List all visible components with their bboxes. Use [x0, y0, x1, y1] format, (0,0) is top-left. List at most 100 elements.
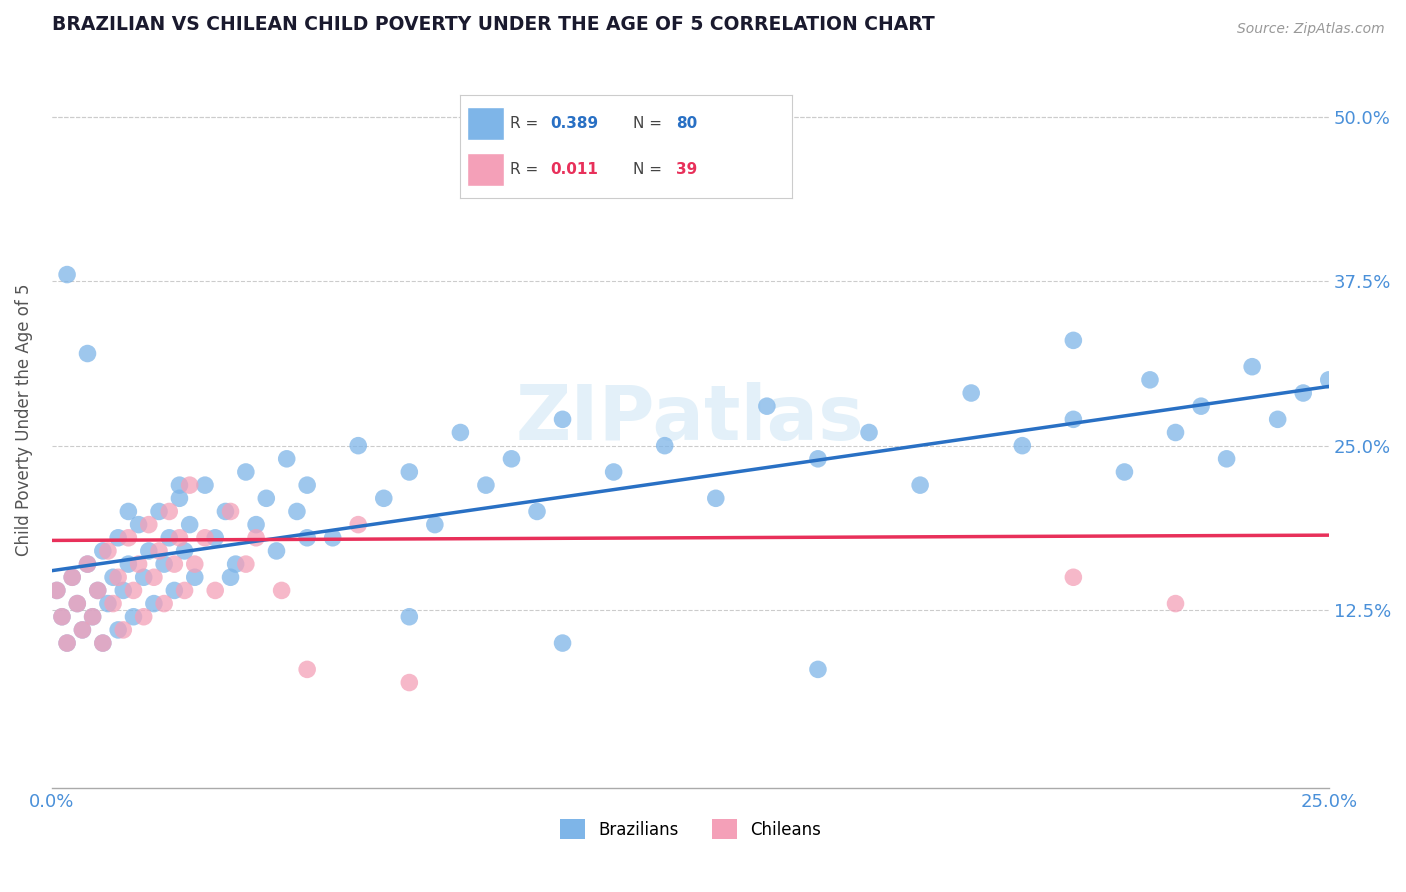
Point — [173, 583, 195, 598]
Point — [91, 636, 114, 650]
Point — [157, 531, 180, 545]
Point — [112, 623, 135, 637]
Point — [551, 412, 574, 426]
Point — [101, 597, 124, 611]
Point — [276, 451, 298, 466]
Point — [908, 478, 931, 492]
Point — [112, 583, 135, 598]
Point — [122, 609, 145, 624]
Point — [245, 517, 267, 532]
Point — [219, 504, 242, 518]
Point — [295, 531, 318, 545]
Point — [87, 583, 110, 598]
Point — [148, 504, 170, 518]
Point — [254, 491, 277, 506]
Point — [138, 517, 160, 532]
Legend: Brazilians, Chileans: Brazilians, Chileans — [553, 813, 828, 846]
Point — [194, 531, 217, 545]
Point — [235, 465, 257, 479]
Point — [295, 662, 318, 676]
Point — [107, 623, 129, 637]
Point — [117, 504, 139, 518]
Point — [398, 465, 420, 479]
Point — [56, 636, 79, 650]
Point — [858, 425, 880, 440]
Point — [194, 478, 217, 492]
Point — [373, 491, 395, 506]
Point — [1062, 412, 1084, 426]
Point — [551, 636, 574, 650]
Point — [72, 623, 94, 637]
Point — [204, 583, 226, 598]
Point — [1164, 425, 1187, 440]
Point — [60, 570, 83, 584]
Point — [153, 557, 176, 571]
Point — [51, 609, 73, 624]
Point — [45, 583, 67, 598]
Point — [107, 570, 129, 584]
Point — [1241, 359, 1264, 374]
Point — [87, 583, 110, 598]
Point — [449, 425, 471, 440]
Point — [1114, 465, 1136, 479]
Point — [1062, 570, 1084, 584]
Text: Source: ZipAtlas.com: Source: ZipAtlas.com — [1237, 22, 1385, 37]
Point — [807, 451, 830, 466]
Point — [266, 544, 288, 558]
Point — [245, 531, 267, 545]
Point — [51, 609, 73, 624]
Point — [184, 570, 207, 584]
Point — [128, 517, 150, 532]
Point — [225, 557, 247, 571]
Point — [347, 517, 370, 532]
Point — [72, 623, 94, 637]
Point — [117, 557, 139, 571]
Point — [142, 570, 165, 584]
Point — [235, 557, 257, 571]
Point — [91, 544, 114, 558]
Point — [347, 439, 370, 453]
Point — [142, 597, 165, 611]
Point — [960, 386, 983, 401]
Point — [107, 531, 129, 545]
Point — [138, 544, 160, 558]
Point — [1215, 451, 1237, 466]
Point — [398, 675, 420, 690]
Point — [56, 268, 79, 282]
Point — [66, 597, 89, 611]
Point — [807, 662, 830, 676]
Point — [322, 531, 344, 545]
Point — [398, 609, 420, 624]
Point — [1292, 386, 1315, 401]
Point — [82, 609, 104, 624]
Point — [163, 557, 186, 571]
Point — [214, 504, 236, 518]
Point — [1189, 399, 1212, 413]
Point — [219, 570, 242, 584]
Point — [169, 478, 191, 492]
Point — [66, 597, 89, 611]
Point — [76, 346, 98, 360]
Point — [184, 557, 207, 571]
Point — [1317, 373, 1340, 387]
Point — [132, 570, 155, 584]
Point — [1139, 373, 1161, 387]
Point — [704, 491, 727, 506]
Point — [76, 557, 98, 571]
Point — [755, 399, 778, 413]
Point — [179, 478, 201, 492]
Point — [82, 609, 104, 624]
Y-axis label: Child Poverty Under the Age of 5: Child Poverty Under the Age of 5 — [15, 283, 32, 556]
Point — [204, 531, 226, 545]
Point — [169, 491, 191, 506]
Point — [157, 504, 180, 518]
Point — [122, 583, 145, 598]
Point — [76, 557, 98, 571]
Point — [526, 504, 548, 518]
Point — [1267, 412, 1289, 426]
Point — [97, 597, 120, 611]
Point — [295, 478, 318, 492]
Point — [270, 583, 292, 598]
Text: BRAZILIAN VS CHILEAN CHILD POVERTY UNDER THE AGE OF 5 CORRELATION CHART: BRAZILIAN VS CHILEAN CHILD POVERTY UNDER… — [52, 15, 935, 34]
Point — [97, 544, 120, 558]
